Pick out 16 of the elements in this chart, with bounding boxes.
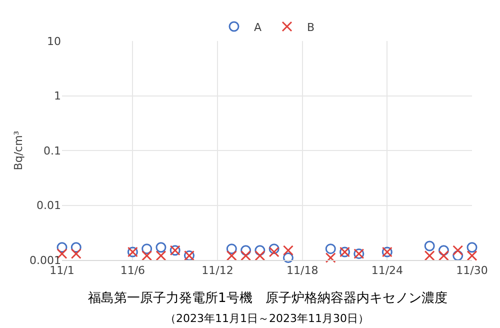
legend-label: A [254, 20, 262, 34]
x-tick-label: 11/12 [202, 264, 234, 278]
x-tick-label: 11/1 [50, 264, 74, 278]
legend-label: B [307, 20, 315, 34]
y-tick-label: 0.001 [30, 254, 61, 267]
text: （2023年11月1日～2023年11月30日） [165, 312, 369, 325]
text: 福島第一原子力発電所1号機 原子炉格納容器内キセノン濃度 [88, 290, 448, 306]
y-tick-label: 0.01 [36, 199, 61, 212]
y-axis-title: Bq/cm³ [12, 130, 26, 170]
x-tick-label: 11/18 [286, 264, 318, 278]
x-tick-label: 11/24 [371, 264, 404, 278]
y-tick-label: 1 [54, 90, 61, 103]
x-tick-label: 11/6 [120, 264, 146, 278]
y-tick-label: 0.1 [44, 144, 61, 158]
y-tick-label: 10 [47, 34, 61, 48]
x-tick-label: 11/30 [456, 264, 488, 278]
